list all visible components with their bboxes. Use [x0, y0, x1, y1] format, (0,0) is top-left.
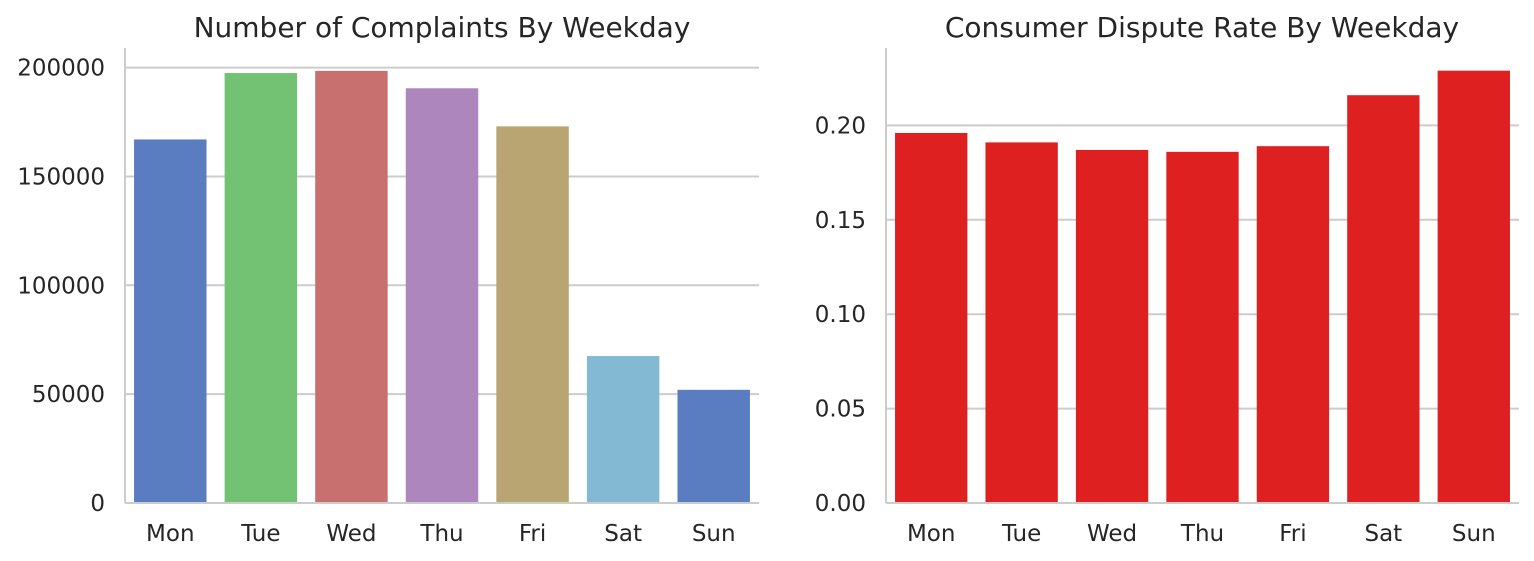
x-tick-label: Tue — [1001, 521, 1041, 547]
bar-tue — [985, 142, 1058, 503]
chart-title: Consumer Dispute Rate By Weekday — [945, 11, 1459, 44]
y-tick-label: 200000 — [17, 56, 105, 82]
bar-thu — [1166, 151, 1239, 503]
bar-thu — [405, 88, 479, 503]
x-tick-label: Tue — [240, 521, 280, 547]
y-tick-label: 100000 — [17, 273, 105, 299]
x-tick-label: Thu — [419, 521, 463, 547]
y-tick-label: 0.05 — [815, 397, 866, 423]
y-tick-label: 50000 — [32, 382, 105, 408]
x-tick-label: Wed — [1087, 521, 1137, 547]
bar-mon — [895, 132, 968, 504]
bar-wed — [315, 70, 388, 503]
x-tick-label: Mon — [907, 521, 956, 547]
y-tick-label: 0 — [90, 491, 105, 517]
bar-sun — [677, 389, 750, 503]
x-tick-label: Fri — [1279, 521, 1306, 547]
y-tick-label: 150000 — [17, 164, 105, 190]
x-tick-label: Sun — [692, 521, 736, 547]
bar-tue — [224, 73, 298, 503]
y-tick-label: 0.00 — [815, 491, 866, 517]
bar-sun — [1437, 70, 1510, 503]
x-tick-label: Wed — [326, 521, 376, 547]
y-tick-label: 0.15 — [815, 208, 866, 234]
x-tick-label: Sat — [604, 521, 642, 547]
bar-sat — [586, 356, 660, 503]
bar-mon — [134, 139, 207, 503]
y-tick-label: 0.10 — [815, 302, 866, 328]
bar-sat — [1347, 95, 1420, 504]
x-tick-label: Fri — [519, 521, 546, 547]
y-tick-label: 0.20 — [815, 113, 866, 139]
bar-fri — [1256, 146, 1330, 504]
x-tick-label: Sun — [1452, 521, 1496, 547]
bar-fri — [496, 126, 569, 504]
dispute-rate-by-weekday-chart: Consumer Dispute Rate By Weekday 0.00 0.0… — [815, 11, 1519, 547]
bar-wed — [1075, 149, 1149, 504]
chart-title: Number of Complaints By Weekday — [194, 11, 691, 44]
x-tick-label: Sat — [1364, 521, 1402, 547]
complaints-by-weekday-chart: Number of Complaints By Weekday 0 50000 10… — [17, 11, 759, 547]
x-tick-label: Thu — [1180, 521, 1224, 547]
x-tick-label: Mon — [146, 521, 195, 547]
